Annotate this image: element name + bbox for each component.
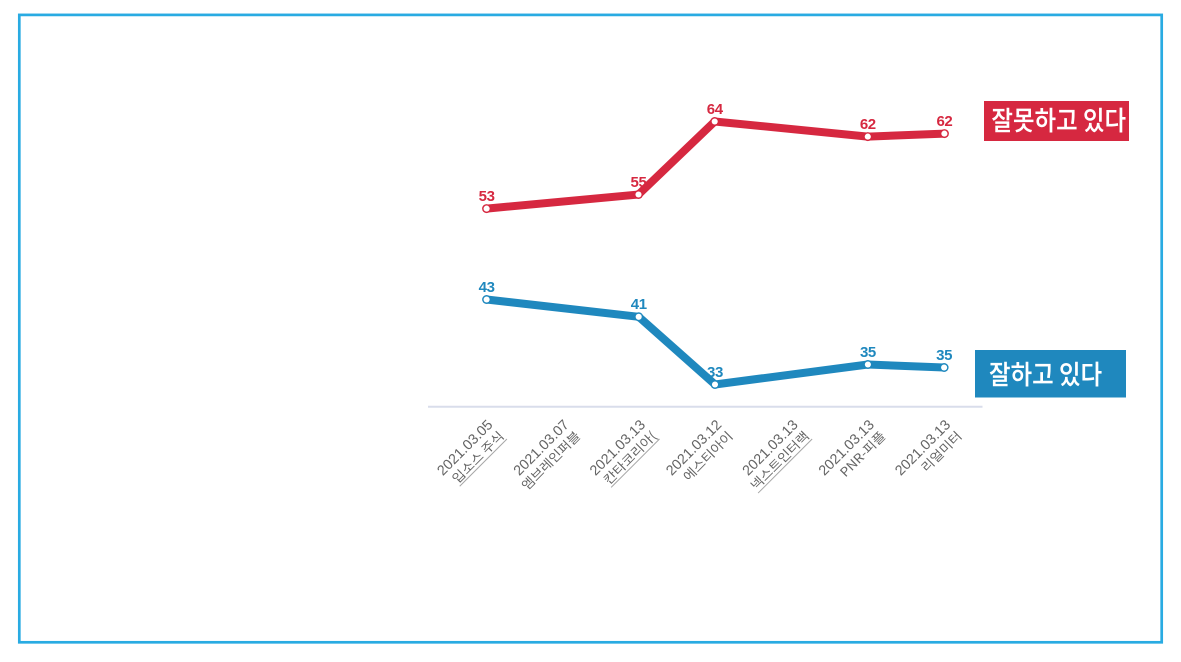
svg-text:35: 35 [860, 344, 876, 361]
svg-text:55: 55 [631, 174, 647, 191]
svg-text:62: 62 [860, 116, 876, 133]
svg-text:53: 53 [479, 188, 495, 205]
svg-text:35: 35 [936, 347, 952, 364]
svg-text:64: 64 [707, 101, 724, 118]
svg-text:33: 33 [707, 364, 723, 381]
svg-text:62: 62 [936, 113, 952, 130]
svg-text:43: 43 [479, 279, 495, 296]
svg-text:41: 41 [631, 296, 647, 313]
